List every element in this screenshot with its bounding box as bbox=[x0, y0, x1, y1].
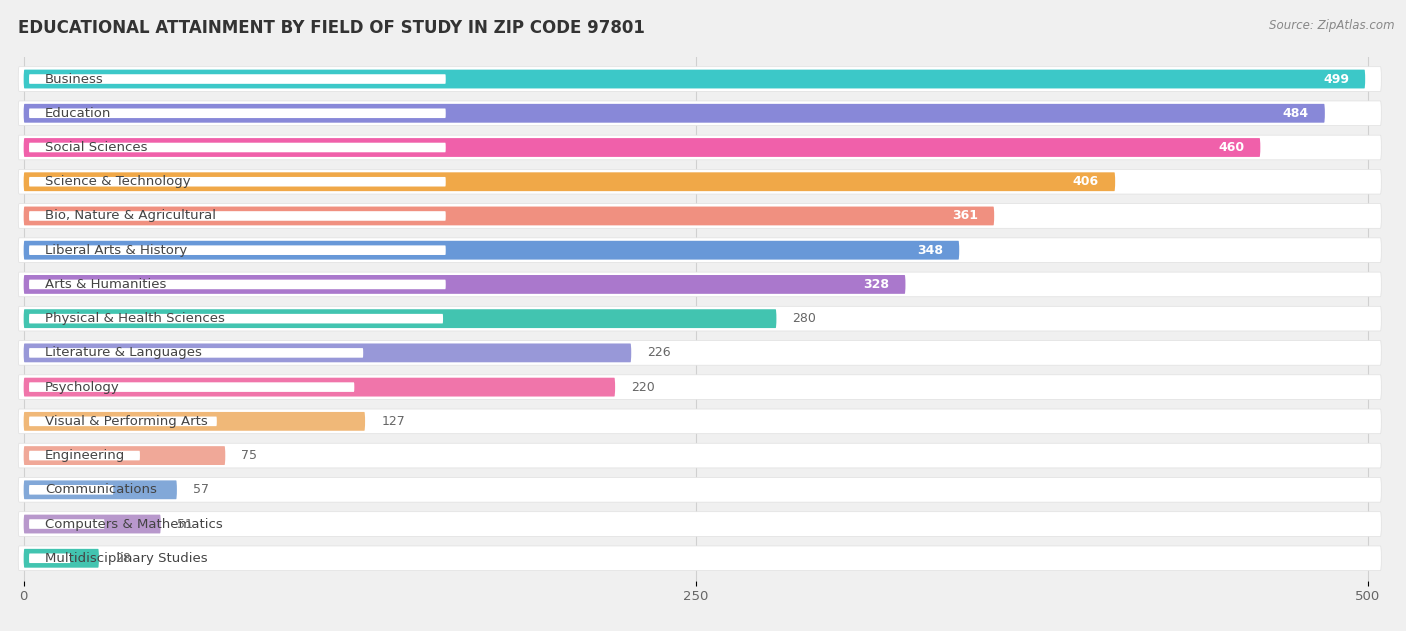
FancyBboxPatch shape bbox=[30, 143, 446, 152]
FancyBboxPatch shape bbox=[24, 480, 177, 499]
Text: Literature & Languages: Literature & Languages bbox=[45, 346, 202, 360]
Text: 28: 28 bbox=[115, 551, 131, 565]
Text: 460: 460 bbox=[1218, 141, 1244, 154]
FancyBboxPatch shape bbox=[30, 451, 141, 461]
FancyBboxPatch shape bbox=[18, 478, 1381, 502]
FancyBboxPatch shape bbox=[24, 69, 1365, 88]
Text: Physical & Health Sciences: Physical & Health Sciences bbox=[45, 312, 225, 325]
FancyBboxPatch shape bbox=[24, 412, 366, 431]
Text: 499: 499 bbox=[1323, 73, 1348, 86]
Text: Arts & Humanities: Arts & Humanities bbox=[45, 278, 166, 291]
FancyBboxPatch shape bbox=[18, 169, 1381, 194]
FancyBboxPatch shape bbox=[24, 104, 1324, 122]
FancyBboxPatch shape bbox=[30, 553, 70, 563]
FancyBboxPatch shape bbox=[30, 485, 114, 495]
FancyBboxPatch shape bbox=[24, 515, 160, 533]
FancyBboxPatch shape bbox=[18, 135, 1381, 160]
FancyBboxPatch shape bbox=[24, 309, 776, 328]
Text: 51: 51 bbox=[177, 517, 193, 531]
FancyBboxPatch shape bbox=[18, 67, 1381, 91]
Text: Liberal Arts & History: Liberal Arts & History bbox=[45, 244, 187, 257]
Text: 127: 127 bbox=[381, 415, 405, 428]
FancyBboxPatch shape bbox=[18, 375, 1381, 399]
FancyBboxPatch shape bbox=[30, 74, 446, 84]
FancyBboxPatch shape bbox=[18, 512, 1381, 536]
Text: 348: 348 bbox=[917, 244, 943, 257]
Text: Communications: Communications bbox=[45, 483, 157, 497]
FancyBboxPatch shape bbox=[30, 109, 446, 118]
FancyBboxPatch shape bbox=[18, 101, 1381, 126]
FancyBboxPatch shape bbox=[18, 409, 1381, 433]
Text: 75: 75 bbox=[242, 449, 257, 462]
Text: Psychology: Psychology bbox=[45, 380, 120, 394]
Text: EDUCATIONAL ATTAINMENT BY FIELD OF STUDY IN ZIP CODE 97801: EDUCATIONAL ATTAINMENT BY FIELD OF STUDY… bbox=[18, 19, 645, 37]
FancyBboxPatch shape bbox=[30, 519, 104, 529]
FancyBboxPatch shape bbox=[18, 238, 1381, 262]
Text: 226: 226 bbox=[647, 346, 671, 360]
Text: Education: Education bbox=[45, 107, 111, 120]
FancyBboxPatch shape bbox=[24, 343, 631, 362]
FancyBboxPatch shape bbox=[30, 177, 446, 187]
FancyBboxPatch shape bbox=[24, 275, 905, 294]
FancyBboxPatch shape bbox=[30, 314, 443, 324]
FancyBboxPatch shape bbox=[24, 241, 959, 259]
Text: Source: ZipAtlas.com: Source: ZipAtlas.com bbox=[1270, 19, 1395, 32]
FancyBboxPatch shape bbox=[30, 211, 446, 221]
FancyBboxPatch shape bbox=[18, 341, 1381, 365]
FancyBboxPatch shape bbox=[24, 378, 614, 396]
Text: 280: 280 bbox=[793, 312, 817, 325]
FancyBboxPatch shape bbox=[24, 549, 98, 568]
Text: Science & Technology: Science & Technology bbox=[45, 175, 191, 188]
FancyBboxPatch shape bbox=[30, 245, 446, 255]
FancyBboxPatch shape bbox=[18, 272, 1381, 297]
Text: 406: 406 bbox=[1073, 175, 1099, 188]
Text: Computers & Mathematics: Computers & Mathematics bbox=[45, 517, 224, 531]
Text: Multidisciplinary Studies: Multidisciplinary Studies bbox=[45, 551, 208, 565]
FancyBboxPatch shape bbox=[30, 348, 363, 358]
FancyBboxPatch shape bbox=[18, 306, 1381, 331]
FancyBboxPatch shape bbox=[24, 446, 225, 465]
Text: Business: Business bbox=[45, 73, 104, 86]
FancyBboxPatch shape bbox=[18, 204, 1381, 228]
FancyBboxPatch shape bbox=[24, 172, 1115, 191]
FancyBboxPatch shape bbox=[30, 382, 354, 392]
Text: 328: 328 bbox=[863, 278, 890, 291]
FancyBboxPatch shape bbox=[24, 138, 1260, 157]
Text: Bio, Nature & Agricultural: Bio, Nature & Agricultural bbox=[45, 209, 217, 223]
FancyBboxPatch shape bbox=[24, 206, 994, 225]
FancyBboxPatch shape bbox=[30, 280, 446, 289]
FancyBboxPatch shape bbox=[18, 546, 1381, 570]
Text: 484: 484 bbox=[1282, 107, 1309, 120]
Text: Engineering: Engineering bbox=[45, 449, 125, 462]
Text: 220: 220 bbox=[631, 380, 655, 394]
Text: Visual & Performing Arts: Visual & Performing Arts bbox=[45, 415, 208, 428]
Text: 57: 57 bbox=[193, 483, 209, 497]
FancyBboxPatch shape bbox=[18, 443, 1381, 468]
Text: Social Sciences: Social Sciences bbox=[45, 141, 148, 154]
Text: 361: 361 bbox=[952, 209, 979, 223]
FancyBboxPatch shape bbox=[30, 416, 217, 426]
